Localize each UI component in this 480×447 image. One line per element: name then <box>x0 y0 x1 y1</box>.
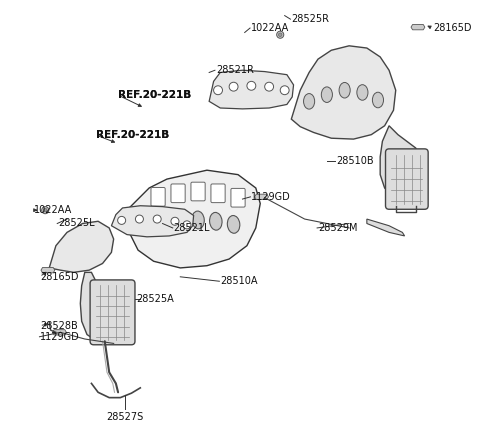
Text: 28529M: 28529M <box>318 223 358 233</box>
Circle shape <box>171 217 179 225</box>
PathPatch shape <box>80 272 109 339</box>
Polygon shape <box>41 267 55 273</box>
PathPatch shape <box>380 126 425 201</box>
Circle shape <box>214 86 223 95</box>
PathPatch shape <box>291 46 396 139</box>
Ellipse shape <box>228 215 240 233</box>
FancyBboxPatch shape <box>151 188 165 206</box>
Ellipse shape <box>192 211 204 229</box>
Ellipse shape <box>156 215 169 232</box>
Circle shape <box>278 33 282 37</box>
Text: 28510A: 28510A <box>220 276 258 286</box>
PathPatch shape <box>111 206 193 237</box>
Circle shape <box>118 216 126 224</box>
Ellipse shape <box>372 92 384 108</box>
Text: 1022AA: 1022AA <box>252 23 289 33</box>
Circle shape <box>247 81 256 90</box>
Text: 1022AA: 1022AA <box>34 205 72 215</box>
Text: 28525L: 28525L <box>58 219 95 228</box>
Ellipse shape <box>210 212 222 230</box>
Polygon shape <box>255 194 268 199</box>
Text: 1129GD: 1129GD <box>252 192 291 202</box>
Ellipse shape <box>321 87 333 102</box>
Text: 1129GD: 1129GD <box>40 332 80 342</box>
FancyBboxPatch shape <box>231 188 245 207</box>
Ellipse shape <box>357 84 368 100</box>
Text: 28528B: 28528B <box>40 320 78 331</box>
Text: 28525R: 28525R <box>291 14 329 24</box>
Text: 28521L: 28521L <box>174 223 210 233</box>
Text: 28525A: 28525A <box>136 294 174 304</box>
Circle shape <box>183 221 191 229</box>
Text: 28521R: 28521R <box>216 65 254 75</box>
Ellipse shape <box>303 93 315 109</box>
FancyBboxPatch shape <box>211 184 225 202</box>
Polygon shape <box>52 330 66 335</box>
Text: 28165D: 28165D <box>40 272 79 282</box>
Ellipse shape <box>339 82 350 98</box>
Circle shape <box>153 215 161 223</box>
Circle shape <box>135 215 144 223</box>
FancyBboxPatch shape <box>171 184 185 202</box>
Text: REF.20-221B: REF.20-221B <box>118 90 192 100</box>
Ellipse shape <box>174 212 187 230</box>
Polygon shape <box>411 25 425 30</box>
PathPatch shape <box>367 219 405 236</box>
FancyBboxPatch shape <box>90 280 135 345</box>
Text: REF.20-221B: REF.20-221B <box>96 130 169 139</box>
FancyBboxPatch shape <box>191 182 205 201</box>
Circle shape <box>276 31 284 38</box>
Circle shape <box>42 207 49 214</box>
PathPatch shape <box>209 70 294 109</box>
PathPatch shape <box>129 170 260 268</box>
Text: 28165D: 28165D <box>433 23 472 33</box>
FancyBboxPatch shape <box>385 149 428 209</box>
Text: 28510B: 28510B <box>336 156 373 166</box>
Circle shape <box>229 82 238 91</box>
Circle shape <box>44 208 47 212</box>
Text: REF.20-221B: REF.20-221B <box>118 90 192 100</box>
Circle shape <box>264 82 274 91</box>
Circle shape <box>280 86 289 95</box>
Text: REF.20-221B: REF.20-221B <box>96 130 169 139</box>
PathPatch shape <box>49 221 114 272</box>
Text: 28527S: 28527S <box>106 412 144 422</box>
